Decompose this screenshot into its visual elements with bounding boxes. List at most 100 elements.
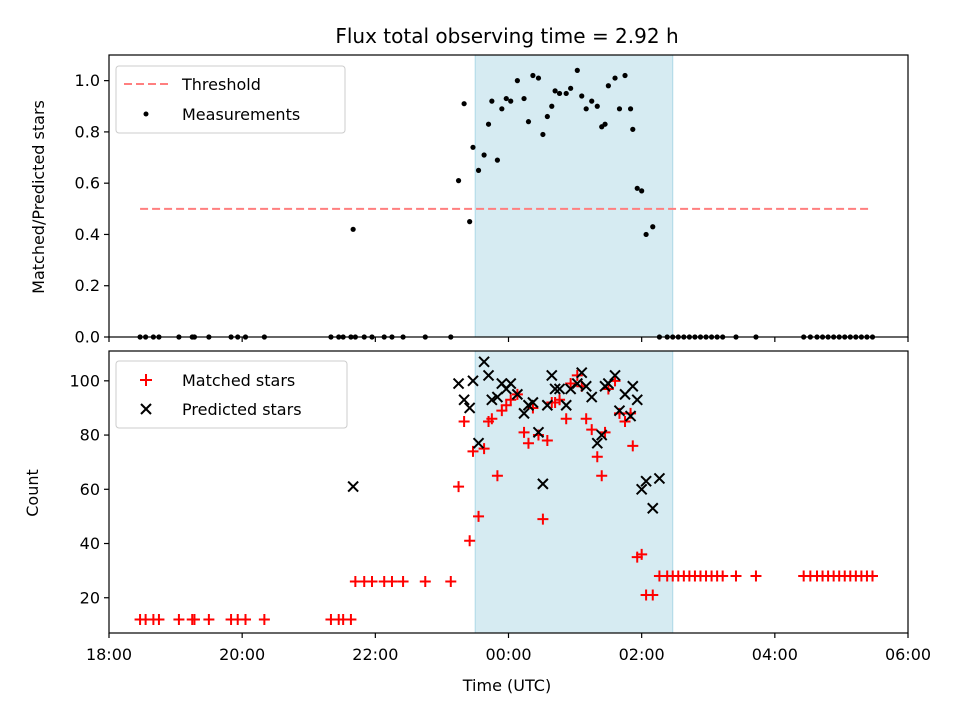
predicted-stars-point <box>505 377 517 390</box>
matched-stars-point <box>445 575 457 587</box>
predicted-stars-point <box>511 388 524 401</box>
predicted-stars-point <box>482 369 495 382</box>
predicted-stars-point <box>635 483 648 495</box>
measurements-point <box>568 85 574 91</box>
matched-stars-point <box>560 413 572 425</box>
predicted-stars-point <box>624 410 637 422</box>
predicted-stars-point <box>347 480 359 493</box>
predicted-stars-point <box>491 391 504 403</box>
x-tick-label: 06:00 <box>885 645 931 664</box>
measurements-point <box>639 188 645 194</box>
matched-stars-point <box>591 451 603 463</box>
y-tick-label: 40 <box>80 534 100 553</box>
matched-stars-point <box>527 402 539 414</box>
matched-stars-point <box>386 575 398 587</box>
legend-predicted-label: Predicted stars <box>182 400 302 419</box>
measurements-point <box>525 119 532 125</box>
matched-stars-point <box>153 613 165 625</box>
measurements-point <box>574 67 580 73</box>
matched-stars-point <box>188 613 200 625</box>
matched-stars-point <box>571 369 583 381</box>
predicted-stars-point <box>576 366 588 379</box>
measurements-point <box>552 88 558 94</box>
predicted-stars-point <box>586 391 598 403</box>
top-plot-area: 0.0 0.2 0.4 0.6 0.8 1.0 <box>75 54 909 347</box>
predicted-stars-point <box>452 377 465 390</box>
measurements-point <box>485 121 492 127</box>
top-title: Flux total observing time = 2.92 h <box>335 24 678 48</box>
predicted-stars-point <box>458 394 470 406</box>
legend-measurements-swatch <box>143 111 149 117</box>
predicted-stars-point <box>653 472 666 485</box>
x-axis-label: Time (UTC) <box>462 676 551 695</box>
x-tick-label: 18:00 <box>86 645 132 664</box>
predicted-stars-point <box>647 502 659 514</box>
predicted-stars-point <box>537 478 549 490</box>
measurements-point <box>540 131 546 138</box>
matched-stars-point <box>464 535 476 547</box>
predicted-stars-point <box>463 402 476 414</box>
matched-stars-point <box>636 548 648 560</box>
predicted-stars-point <box>631 394 643 406</box>
matched-stars-point <box>486 413 498 425</box>
matched-stars-point <box>541 434 553 446</box>
legend-measurements-label: Measurements <box>182 105 300 124</box>
measurements-point <box>544 113 550 120</box>
measurements-point <box>503 95 509 102</box>
top-legend: Threshold Measurements <box>115 65 346 134</box>
matched-stars-point <box>258 613 270 625</box>
matched-stars-point <box>203 613 215 625</box>
predicted-stars-point <box>571 377 584 390</box>
matched-stars-point <box>730 570 742 582</box>
predicted-stars-point <box>527 396 539 409</box>
measurements-point <box>612 75 618 81</box>
matched-stars-point <box>467 445 479 457</box>
matched-stars-point <box>239 613 251 625</box>
measurements-point <box>630 126 636 132</box>
predicted-stars-point <box>627 380 639 392</box>
predicted-stars-point <box>549 383 561 395</box>
y-tick-label: 1.0 <box>75 71 100 90</box>
predicted-stars-point <box>596 429 608 441</box>
bottom-legend: Matched stars Predicted stars <box>115 360 348 429</box>
matched-stars-point <box>345 613 357 625</box>
legend-matched-label: Matched stars <box>182 371 295 390</box>
matched-stars-point <box>580 413 592 425</box>
matched-stars-point <box>453 481 465 493</box>
matched-stars-point <box>173 613 185 625</box>
x-tick-label: 20:00 <box>219 645 265 664</box>
predicted-stars-point <box>591 437 603 449</box>
measurements-point <box>470 144 476 150</box>
measurements-point <box>605 83 611 89</box>
measurements-point <box>627 106 634 112</box>
y-tick-label: 100 <box>69 371 100 390</box>
matched-stars-point <box>750 570 762 582</box>
predicted-stars-point <box>478 356 490 368</box>
measurements-point <box>634 185 640 191</box>
predicted-stars-point <box>532 426 545 439</box>
predicted-stars-point <box>609 369 621 382</box>
measurements-point <box>579 93 585 99</box>
matched-stars-point <box>565 378 577 390</box>
matched-stars-point <box>627 440 639 452</box>
top-legend-box <box>115 65 346 134</box>
measurements-point <box>481 152 487 158</box>
bottom-panel: Count Time (UTC) 20 40 60 80 100 18:00 20:00 22… <box>23 350 931 695</box>
measurements-point <box>563 90 569 97</box>
y-tick-label: 0.4 <box>75 225 100 244</box>
measurements-point <box>643 231 649 238</box>
matched-stars-point <box>717 570 729 582</box>
matched-stars-point <box>366 575 378 587</box>
measurements-point <box>461 101 467 107</box>
measurements-point <box>622 72 628 79</box>
y-tick-label: 60 <box>80 480 100 499</box>
legend-predicted-swatch <box>140 403 152 415</box>
measurements-point <box>508 98 514 104</box>
predicted-stars-point <box>546 369 558 382</box>
measurements-point <box>499 106 505 112</box>
measurements-point <box>556 90 563 97</box>
x-tick-label: 00:00 <box>485 645 531 664</box>
x-tick-label: 22:00 <box>352 645 398 664</box>
measurements-point <box>475 167 482 173</box>
